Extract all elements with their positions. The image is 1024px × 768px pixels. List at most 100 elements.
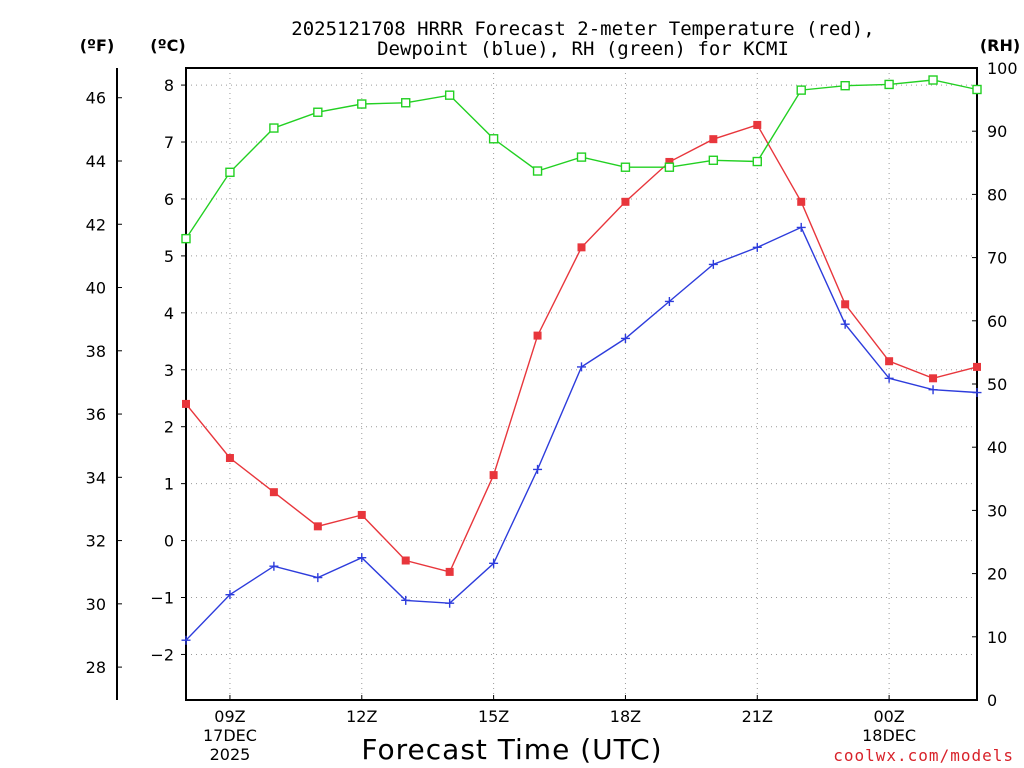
rh-point — [928, 75, 938, 85]
2-meter-temperature-point — [841, 300, 850, 309]
dewpoint-point — [664, 296, 674, 306]
fahrenheit-tick-label: 38 — [86, 342, 106, 361]
celsius-tick-label: 6 — [164, 190, 174, 209]
fahrenheit-tick-label: 32 — [86, 532, 106, 551]
celsius-tick-label: −2 — [150, 645, 174, 664]
dewpoint-point — [708, 259, 718, 269]
rh-point — [225, 167, 235, 177]
2-meter-temperature-point — [665, 157, 674, 166]
fahrenheit-tick-label: 30 — [86, 595, 106, 614]
dewpoint-point — [445, 598, 455, 608]
fahrenheit-tick-label: 42 — [86, 215, 106, 234]
dewpoint-point — [225, 590, 235, 600]
rh-tick-label: 0 — [987, 691, 997, 710]
2-meter-temperature-point — [269, 488, 278, 497]
2-meter-temperature-point — [797, 197, 806, 206]
x-axis-label: Forecast Time (UTC) — [361, 733, 662, 766]
celsius-tick-label: 8 — [164, 76, 174, 95]
rh-point — [620, 162, 631, 172]
rh-tick-label: 100 — [987, 59, 1018, 78]
rh-tick-label: 10 — [987, 628, 1007, 647]
rh-point — [488, 134, 499, 144]
dewpoint-series-line — [185, 226, 978, 641]
2-meter-temperature-point — [401, 556, 410, 565]
celsius-tick-label: 4 — [164, 304, 174, 323]
dewpoint-point — [489, 558, 499, 568]
rh-tick-label: 20 — [987, 565, 1007, 584]
celsius-tick-label: 5 — [164, 247, 174, 266]
dewpoint-point — [357, 553, 367, 563]
time-tick-label: 15Z — [478, 707, 509, 726]
fahrenheit-tick-label: 28 — [86, 658, 106, 677]
2-meter-temperature-point — [489, 471, 498, 480]
2-meter-temperature-point — [885, 357, 894, 366]
rh-point — [796, 85, 806, 95]
chart-title-line1: 2025121708 HRRR Forecast 2-meter Tempera… — [291, 18, 874, 40]
2-meter-temperature-point — [182, 399, 190, 408]
2-meter-temperature-point — [357, 510, 366, 519]
rh-point — [357, 99, 367, 109]
fahrenheit-axis: 28 30 32 34 36 38 40 42 44 46 — [86, 89, 122, 677]
rh-unit-label: (RH) — [980, 36, 1020, 55]
time-tick-label: 12Z — [346, 707, 377, 726]
time-tick-label: 21Z — [742, 707, 773, 726]
series-layer — [181, 75, 982, 645]
celsius-unit-label: (ºC) — [150, 36, 185, 55]
2-meter-temperature-point — [577, 243, 586, 252]
dewpoint-point — [269, 561, 279, 571]
celsius-tick-label: −1 — [150, 589, 174, 608]
dewpoint-point — [620, 333, 630, 343]
celsius-axis: −2 −1 0 1 2 3 4 5 6 7 8 — [150, 76, 186, 664]
rh-point — [840, 80, 850, 91]
rh-point — [313, 107, 323, 117]
time-tick-label: 17DEC — [203, 726, 257, 745]
rh-point — [972, 84, 982, 95]
dewpoint-point — [752, 242, 762, 252]
dewpoint-point — [313, 573, 323, 583]
dewpoint-point — [401, 595, 411, 605]
dewpoint-point — [884, 373, 894, 383]
chart-title-line2: Dewpoint (blue), RH (green) for KCMI — [377, 38, 789, 60]
time-tick-label: 2025 — [210, 745, 251, 764]
rh-tick-label: 60 — [987, 312, 1007, 331]
fahrenheit-tick-label: 46 — [86, 89, 106, 108]
time-tick-label: 00Z — [873, 707, 904, 726]
time-tick-label: 09Z — [214, 707, 245, 726]
rh-tick-label: 80 — [987, 185, 1007, 204]
dewpoint-point — [796, 222, 806, 232]
rh-point — [181, 233, 191, 244]
dewpoint-point — [181, 635, 191, 645]
2-meter-temperature-point — [973, 362, 981, 371]
rh-tick-label: 50 — [987, 375, 1007, 394]
rh-tick-label: 90 — [987, 122, 1007, 141]
celsius-tick-label: 3 — [164, 361, 174, 380]
2-meter-temperature-series-line — [185, 124, 978, 573]
plot-frame — [185, 67, 978, 701]
dewpoint-point — [577, 362, 586, 372]
2-meter-temperature-point — [313, 522, 322, 531]
2-meter-temperature-point — [929, 374, 938, 383]
2-meter-temperature-point — [533, 331, 542, 340]
fahrenheit-tick-label: 36 — [86, 405, 106, 424]
time-tick-label: 18Z — [610, 707, 641, 726]
celsius-tick-label: 1 — [164, 475, 174, 494]
rh-point — [708, 155, 719, 165]
time-tick-label: 18DEC — [862, 726, 916, 745]
dewpoint-point — [972, 388, 982, 398]
2-meter-temperature-point — [225, 454, 234, 463]
rh-tick-label: 70 — [987, 249, 1007, 268]
credit-label: coolwx.com/models — [833, 746, 1014, 765]
rh-point — [752, 156, 762, 167]
fahrenheit-unit-label: (ºF) — [80, 36, 115, 55]
rh-point — [576, 152, 587, 162]
rh-axis: 0 10 20 30 40 50 60 70 80 90 100 — [972, 59, 1018, 710]
rh-tick-label: 40 — [987, 438, 1007, 457]
2-meter-temperature-point — [621, 197, 630, 206]
rh-point — [269, 123, 279, 133]
dewpoint-point — [533, 464, 543, 474]
fahrenheit-tick-label: 44 — [86, 152, 106, 171]
rh-tick-label: 30 — [987, 501, 1007, 520]
fahrenheit-tick-label: 34 — [86, 468, 106, 487]
